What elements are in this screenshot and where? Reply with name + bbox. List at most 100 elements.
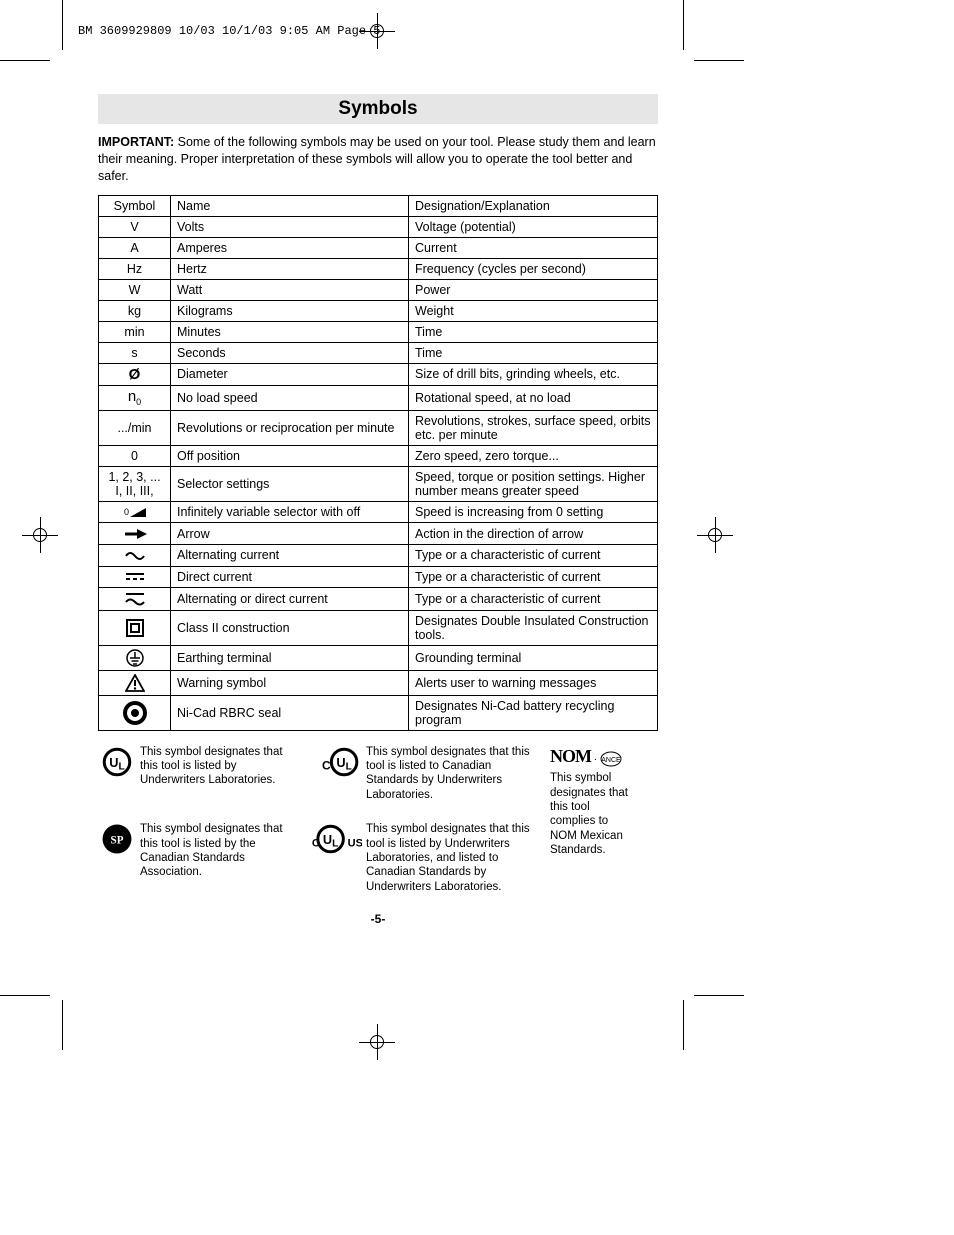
row-desc: Action in the direction of arrow bbox=[409, 523, 658, 545]
row-name: Infinitely variable selector with off bbox=[171, 501, 409, 523]
crop-tl-v bbox=[62, 0, 63, 50]
table-row: AAmperesCurrent bbox=[99, 237, 658, 258]
page-content: Symbols IMPORTANT: Some of the following… bbox=[98, 94, 658, 926]
col-name: Name bbox=[171, 195, 409, 216]
row-desc: Weight bbox=[409, 300, 658, 321]
row-name: No load speed bbox=[171, 385, 409, 410]
crop-tl-h bbox=[0, 60, 50, 61]
row-desc: Revolutions, strokes, surface speed, orb… bbox=[409, 410, 658, 445]
row-symbol: s bbox=[99, 342, 171, 363]
csa-logo: SP bbox=[98, 822, 136, 856]
row-name: Selector settings bbox=[171, 466, 409, 501]
row-name: Alternating current bbox=[171, 545, 409, 567]
row-name: Off position bbox=[171, 445, 409, 466]
svg-text:ANCE: ANCE bbox=[601, 757, 621, 764]
crop-bl-h bbox=[0, 995, 50, 996]
reg-mark-left bbox=[25, 520, 55, 550]
ul-text: This symbol designates that this tool is… bbox=[140, 745, 300, 788]
row-desc: Current bbox=[409, 237, 658, 258]
row-name: Arrow bbox=[171, 523, 409, 545]
row-desc: Time bbox=[409, 321, 658, 342]
row-symbol: 0 bbox=[99, 445, 171, 466]
nom-logo: NOM · ANCE bbox=[550, 745, 634, 768]
row-name: Alternating or direct current bbox=[171, 587, 409, 610]
ul-logo: UL bbox=[98, 745, 136, 779]
svg-text:C: C bbox=[322, 758, 331, 772]
row-desc: Voltage (potential) bbox=[409, 216, 658, 237]
row-name: Diameter bbox=[171, 363, 409, 385]
culus-logo: CULUS bbox=[304, 822, 362, 856]
table-row: Alternating or direct currentType or a c… bbox=[99, 587, 658, 610]
row-desc: Alerts user to warning messages bbox=[409, 670, 658, 695]
row-desc: Speed is increasing from 0 setting bbox=[409, 501, 658, 523]
row-symbol bbox=[99, 645, 171, 670]
row-name: Seconds bbox=[171, 342, 409, 363]
nom-text: This symbol designates that this tool co… bbox=[550, 772, 628, 856]
svg-text:UL: UL bbox=[323, 832, 338, 850]
crop-bl-v bbox=[62, 1000, 63, 1050]
row-symbol bbox=[99, 670, 171, 695]
row-symbol bbox=[99, 545, 171, 567]
row-desc: Zero speed, zero torque... bbox=[409, 445, 658, 466]
row-name: Minutes bbox=[171, 321, 409, 342]
print-header: BM 3609929809 10/03 10/1/03 9:05 AM Page… bbox=[78, 24, 380, 38]
row-desc: Power bbox=[409, 279, 658, 300]
row-desc: Time bbox=[409, 342, 658, 363]
row-symbol: Hz bbox=[99, 258, 171, 279]
svg-text:0: 0 bbox=[124, 507, 129, 517]
svg-text:SP: SP bbox=[111, 834, 124, 846]
row-desc: Speed, torque or position settings. High… bbox=[409, 466, 658, 501]
table-row: ArrowAction in the direction of arrow bbox=[99, 523, 658, 545]
row-symbol: 0 bbox=[99, 501, 171, 523]
row-name: Ni-Cad RBRC seal bbox=[171, 695, 409, 730]
certifications: UL This symbol designates that this tool… bbox=[98, 745, 658, 894]
cul-text: This symbol designates that this tool is… bbox=[366, 745, 546, 803]
row-name: Volts bbox=[171, 216, 409, 237]
table-row: Direct currentType or a characteristic o… bbox=[99, 566, 658, 587]
row-desc: Designates Double Insulated Construction… bbox=[409, 610, 658, 645]
row-symbol bbox=[99, 523, 171, 545]
page-number: -5- bbox=[98, 912, 658, 926]
reg-mark-top bbox=[362, 16, 392, 46]
crop-br-v bbox=[683, 1000, 684, 1050]
row-symbol: Ø bbox=[99, 363, 171, 385]
row-symbol: A bbox=[99, 237, 171, 258]
table-row: kgKilogramsWeight bbox=[99, 300, 658, 321]
reg-mark-right bbox=[700, 520, 730, 550]
table-row: HzHertzFrequency (cycles per second) bbox=[99, 258, 658, 279]
reg-mark-bottom bbox=[362, 1027, 392, 1057]
intro-paragraph: IMPORTANT: Some of the following symbols… bbox=[98, 134, 658, 185]
table-header-row: Symbol Name Designation/Explanation bbox=[99, 195, 658, 216]
table-row: VVoltsVoltage (potential) bbox=[99, 216, 658, 237]
table-row: ØDiameterSize of drill bits, grinding wh… bbox=[99, 363, 658, 385]
row-name: Earthing terminal bbox=[171, 645, 409, 670]
row-desc: Grounding terminal bbox=[409, 645, 658, 670]
table-row: Warning symbolAlerts user to warning mes… bbox=[99, 670, 658, 695]
crop-tr-v bbox=[683, 0, 684, 50]
row-symbol: .../min bbox=[99, 410, 171, 445]
row-name: Class II construction bbox=[171, 610, 409, 645]
nom-block: NOM · ANCE This symbol designates that t… bbox=[550, 745, 634, 858]
row-desc: Size of drill bits, grinding wheels, etc… bbox=[409, 363, 658, 385]
table-row: .../minRevolutions or reciprocation per … bbox=[99, 410, 658, 445]
page-title: Symbols bbox=[98, 94, 658, 124]
table-row: Ni-Cad RBRC sealDesignates Ni-Cad batter… bbox=[99, 695, 658, 730]
cul-logo: C UL bbox=[304, 745, 362, 779]
row-symbol: n0 bbox=[99, 385, 171, 410]
row-symbol: min bbox=[99, 321, 171, 342]
intro-rest: Some of the following symbols may be use… bbox=[98, 135, 656, 183]
row-symbol bbox=[99, 610, 171, 645]
col-designation: Designation/Explanation bbox=[409, 195, 658, 216]
crop-br-h bbox=[694, 995, 744, 996]
row-name: Direct current bbox=[171, 566, 409, 587]
row-symbol: kg bbox=[99, 300, 171, 321]
row-desc: Type or a characteristic of current bbox=[409, 545, 658, 567]
col-symbol: Symbol bbox=[99, 195, 171, 216]
table-row: WWattPower bbox=[99, 279, 658, 300]
table-row: 0 Infinitely variable selector with offSp… bbox=[99, 501, 658, 523]
row-name: Warning symbol bbox=[171, 670, 409, 695]
table-row: n0No load speedRotational speed, at no l… bbox=[99, 385, 658, 410]
table-row: 1, 2, 3, ...I, II, III,Selector settings… bbox=[99, 466, 658, 501]
svg-text:UL: UL bbox=[336, 755, 351, 773]
row-desc: Frequency (cycles per second) bbox=[409, 258, 658, 279]
